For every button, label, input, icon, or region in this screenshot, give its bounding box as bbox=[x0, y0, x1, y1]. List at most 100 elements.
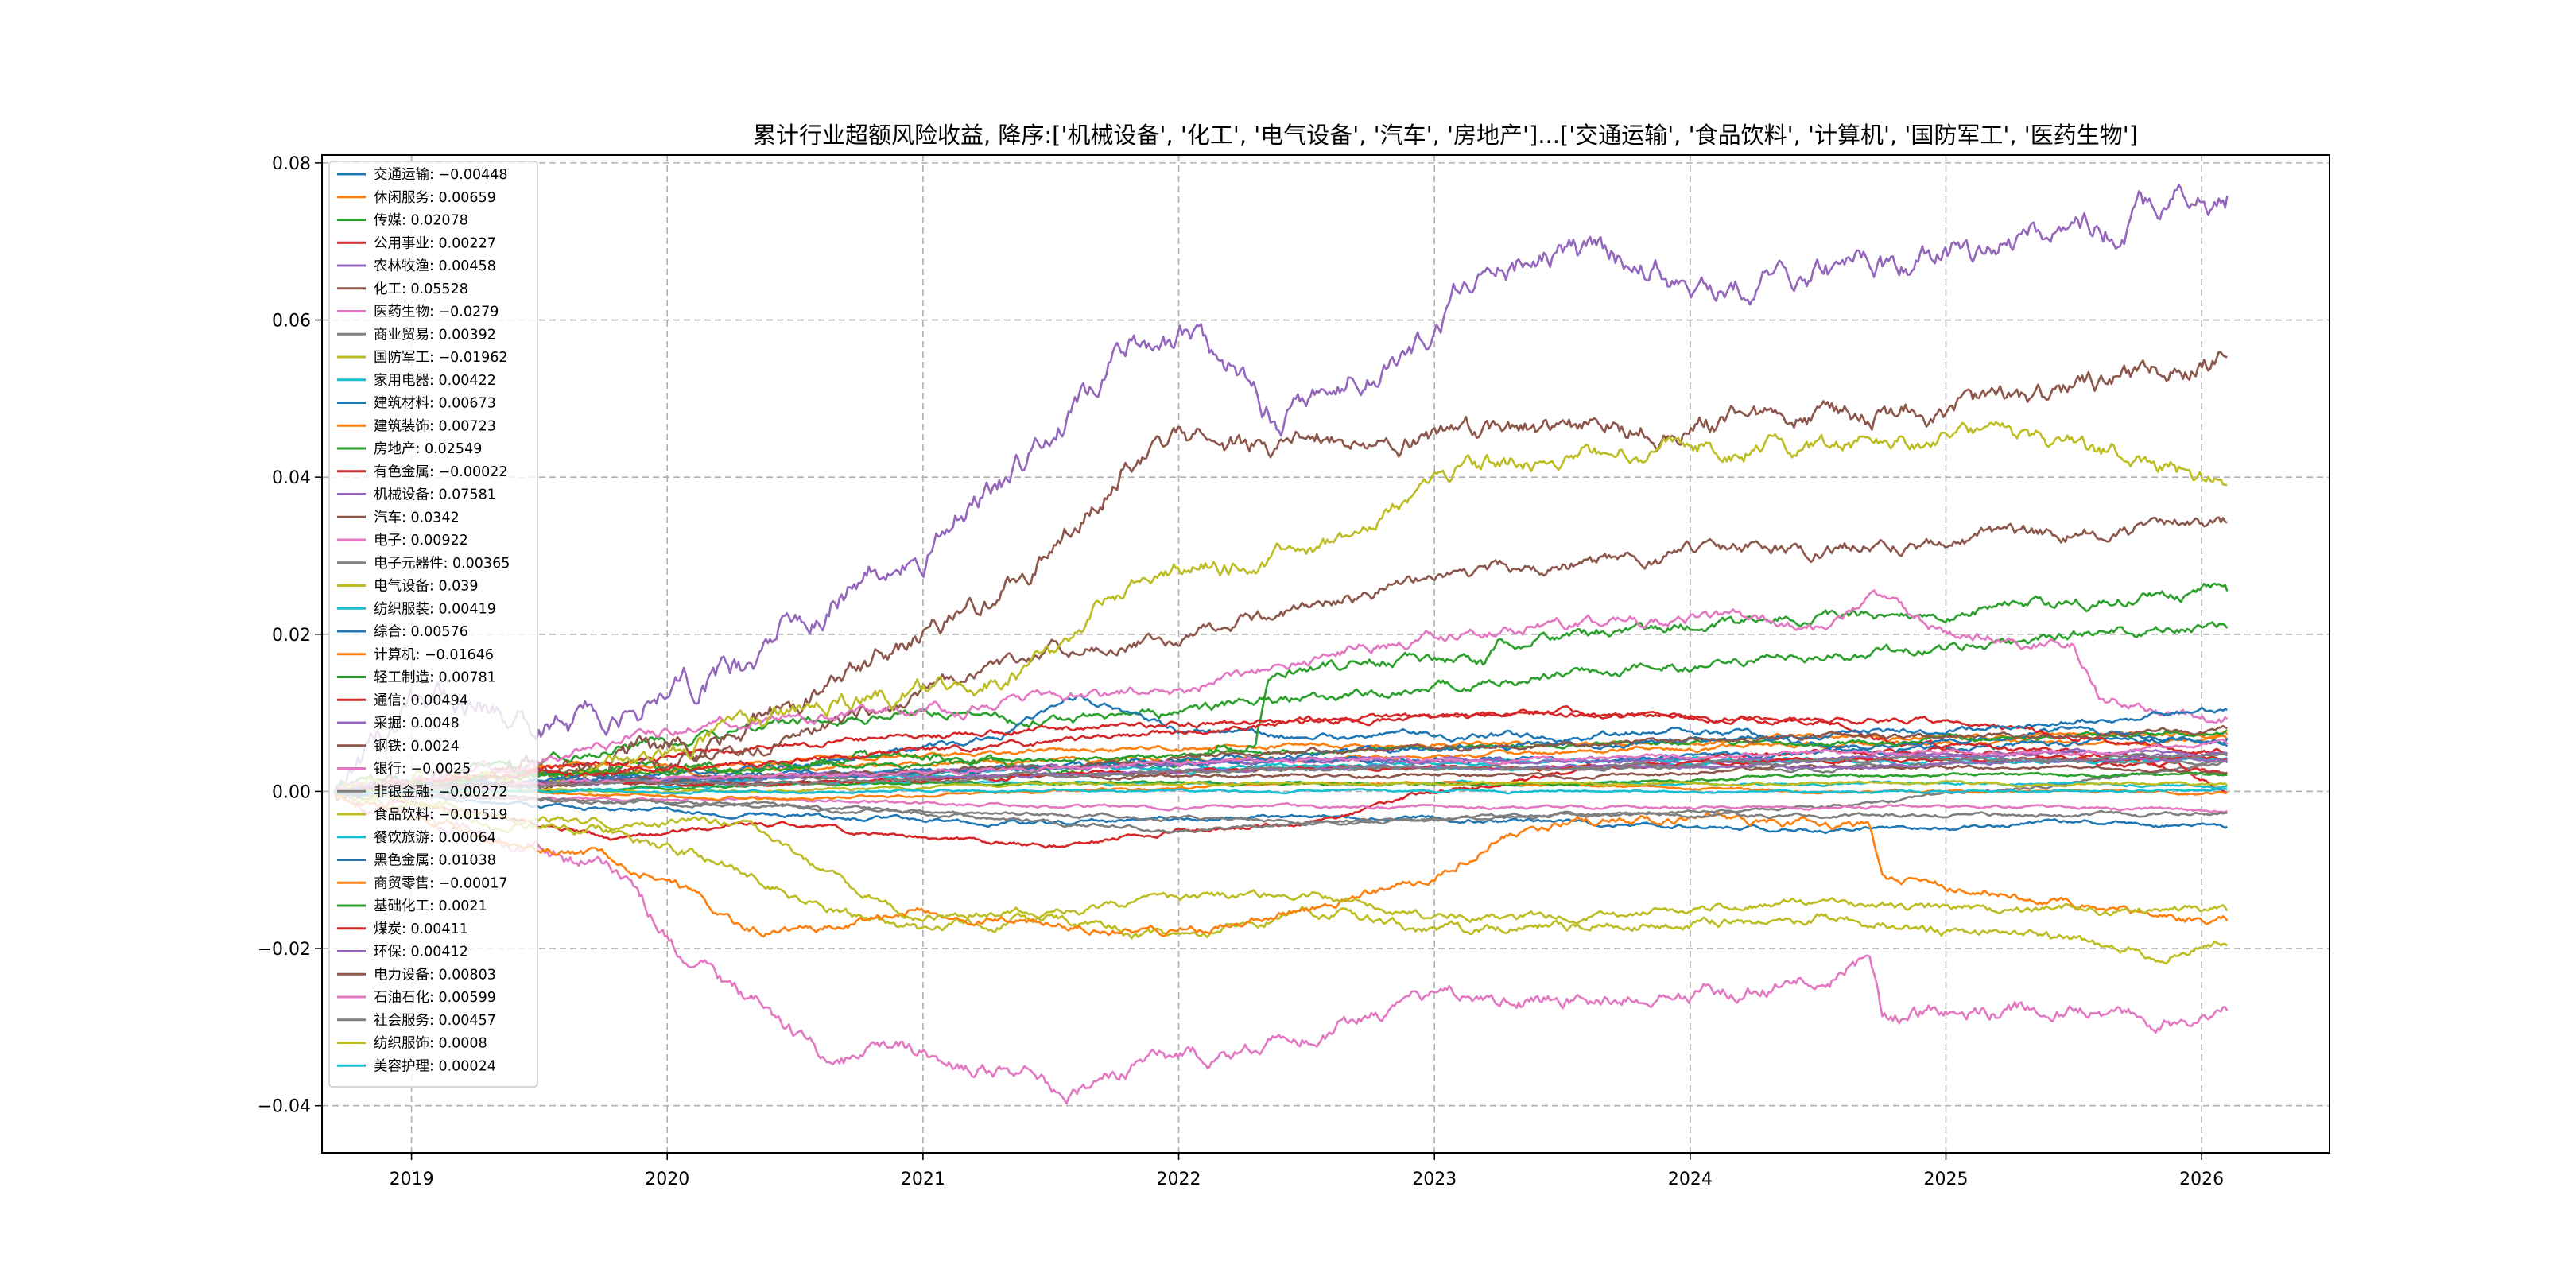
legend-entry: 医药生物: −0.0279 bbox=[374, 305, 499, 320]
series-line bbox=[334, 771, 2228, 794]
legend-series-value: 0.00494 bbox=[410, 692, 467, 708]
legend-separator: : bbox=[429, 167, 438, 183]
series-line bbox=[334, 730, 2229, 794]
legend-series-name: 商业贸易 bbox=[374, 327, 429, 343]
legend-series-value: 0.01038 bbox=[438, 853, 495, 869]
legend-separator: : bbox=[444, 556, 452, 572]
series-line bbox=[334, 516, 2228, 800]
series-line bbox=[334, 789, 2228, 835]
legend-series-value: −0.01519 bbox=[438, 807, 507, 823]
legend-entry: 非银金融: −0.00272 bbox=[374, 784, 508, 800]
legend-separator: : bbox=[402, 692, 410, 708]
legend-entry: 农林牧渔: 0.00458 bbox=[374, 258, 496, 274]
legend-separator: : bbox=[402, 213, 410, 229]
y-axis: 0.08 0.06 0.04 0.02 0.00 −0.02 −0.04 bbox=[258, 154, 322, 1117]
legend-separator: : bbox=[402, 533, 410, 549]
series-line bbox=[333, 351, 2228, 802]
legend-series-value: 0.05528 bbox=[410, 281, 467, 297]
legend-separator: : bbox=[402, 624, 410, 640]
legend-series-value: 0.00599 bbox=[438, 990, 495, 1006]
legend-series-name: 家用电器 bbox=[374, 373, 429, 389]
chart-title: 累计行业超额风险收益, 降序:['机械设备', '化工', '电气设备', '汽… bbox=[753, 122, 2138, 149]
legend-separator: : bbox=[402, 716, 410, 731]
legend-separator: : bbox=[416, 647, 425, 663]
legend-separator: : bbox=[429, 898, 438, 914]
series-line bbox=[334, 708, 2228, 793]
series-line bbox=[334, 729, 2229, 795]
legend-series-value: 0.0024 bbox=[410, 739, 459, 755]
legend-series-name: 计算机 bbox=[374, 647, 416, 663]
legend-series-name: 银行 bbox=[374, 762, 402, 778]
series-line bbox=[334, 184, 2229, 793]
series-line bbox=[333, 621, 2229, 792]
legend-series-value: −0.01646 bbox=[425, 647, 494, 663]
legend-series-name: 休闲服务 bbox=[374, 190, 429, 206]
legend-series-value: 0.0021 bbox=[438, 898, 487, 914]
legend-entry: 综合: 0.00576 bbox=[374, 624, 468, 640]
legend-series-name: 化工 bbox=[374, 281, 402, 297]
legend-entry: 美容护理: 0.00024 bbox=[374, 1058, 496, 1074]
legend-series-name: 综合 bbox=[374, 624, 402, 640]
legend-entry: 建筑材料: 0.00673 bbox=[374, 396, 496, 412]
x-tick-label: 2021 bbox=[901, 1170, 945, 1189]
legend-series-value: 0.039 bbox=[438, 579, 478, 595]
legend-series-value: 0.00673 bbox=[438, 396, 495, 412]
legend-entry: 纺织服装: 0.00419 bbox=[374, 601, 496, 617]
legend-series-name: 汽车 bbox=[374, 510, 402, 526]
legend-series-name: 基础化工 bbox=[374, 898, 429, 914]
legend-entry: 黑色金属: 0.01038 bbox=[374, 853, 496, 869]
legend-separator: : bbox=[402, 945, 410, 960]
legend-entry: 机械设备: 0.07581 bbox=[374, 487, 496, 503]
legend-series-name: 钢铁 bbox=[374, 739, 402, 755]
legend-series-name: 电子 bbox=[374, 533, 402, 549]
legend-separator: : bbox=[429, 418, 438, 434]
legend-series-name: 纺织服饰 bbox=[374, 1036, 429, 1052]
legend-separator: : bbox=[402, 281, 410, 297]
legend-series-name: 医药生物 bbox=[374, 305, 429, 320]
legend-entry: 有色金属: −0.00022 bbox=[374, 464, 508, 480]
legend-separator: : bbox=[402, 510, 410, 526]
legend-separator: : bbox=[429, 601, 438, 617]
legend-series-value: 0.0008 bbox=[438, 1036, 487, 1052]
legend-series-name: 黑色金属 bbox=[374, 853, 429, 869]
y-tick-label: 0.00 bbox=[272, 782, 311, 802]
legend-separator: : bbox=[402, 739, 410, 755]
legend-entry: 银行: −0.0025 bbox=[374, 762, 471, 778]
legend-series-name: 煤炭 bbox=[374, 921, 402, 937]
legend-series-value: −0.00448 bbox=[438, 167, 507, 183]
x-tick-label: 2025 bbox=[1924, 1170, 1969, 1189]
legend-series-value: 0.00365 bbox=[452, 556, 510, 572]
legend-series-name: 电力设备 bbox=[374, 967, 429, 983]
legend-entry: 国防军工: −0.01962 bbox=[374, 350, 508, 366]
legend-separator: : bbox=[402, 921, 410, 937]
legend-series-name: 食品饮料 bbox=[374, 807, 429, 823]
legend-entry: 电子: 0.00922 bbox=[374, 533, 468, 549]
legend-entry: 电力设备: 0.00803 bbox=[374, 967, 496, 983]
legend-series-name: 有色金属 bbox=[374, 464, 429, 480]
legend-series-name: 美容护理 bbox=[374, 1058, 429, 1074]
y-tick-label: −0.04 bbox=[258, 1097, 311, 1117]
legend-series-value: −0.00272 bbox=[438, 784, 507, 800]
y-tick-label: 0.06 bbox=[272, 312, 311, 332]
legend-separator: : bbox=[429, 190, 438, 206]
legend-entry: 纺织服饰: 0.0008 bbox=[374, 1036, 487, 1052]
legend-series-name: 环保 bbox=[374, 945, 402, 960]
x-axis: 2019 2020 2021 2022 2023 2024 2025 2026 bbox=[390, 1153, 2224, 1189]
legend: 交通运输: −0.00448 休闲服务: 0.00659 传媒: 0.02078 公用… bbox=[328, 161, 538, 1088]
legend-separator: : bbox=[429, 967, 438, 983]
legend-separator: : bbox=[429, 235, 438, 251]
legend-entry: 商贸零售: −0.00017 bbox=[374, 875, 508, 891]
legend-separator: : bbox=[402, 762, 410, 778]
legend-separator: : bbox=[429, 670, 438, 686]
legend-series-name: 非银金融 bbox=[374, 784, 429, 800]
legend-series-value: 0.00411 bbox=[410, 921, 467, 937]
legend-entry: 交通运输: −0.00448 bbox=[374, 167, 508, 183]
legend-series-value: 0.0048 bbox=[410, 716, 459, 731]
legend-entry: 基础化工: 0.0021 bbox=[374, 898, 487, 914]
legend-entry: 采掘: 0.0048 bbox=[374, 716, 460, 731]
legend-entry: 轻工制造: 0.00781 bbox=[374, 670, 496, 686]
legend-entry: 石油石化: 0.00599 bbox=[374, 990, 496, 1006]
legend-separator: : bbox=[429, 258, 438, 274]
series-line bbox=[334, 724, 2228, 794]
